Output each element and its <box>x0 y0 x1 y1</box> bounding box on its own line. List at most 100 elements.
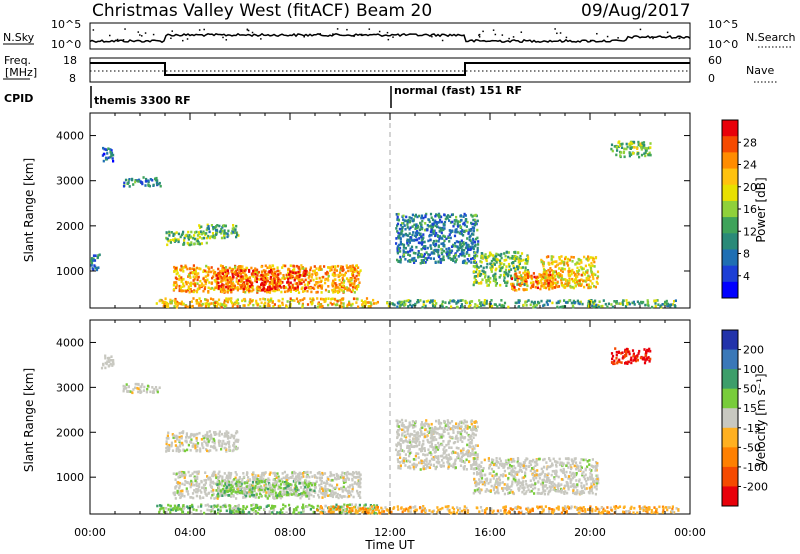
scatter-cell <box>101 154 104 157</box>
scatter-cell <box>489 280 492 284</box>
scatter-cell <box>276 472 279 475</box>
scatter-cell <box>639 142 642 146</box>
scatter-cell <box>208 476 211 480</box>
scatter-cell <box>286 493 289 497</box>
scatter-cell <box>288 286 291 289</box>
scatter-cell <box>248 495 251 498</box>
scatter-cell <box>514 272 517 276</box>
scatter-cell <box>429 257 432 260</box>
scatter-cell <box>396 258 399 262</box>
scatter-cell <box>227 272 230 275</box>
scatter-cell <box>182 242 186 246</box>
scatter-cell <box>191 505 194 509</box>
scatter-cell <box>319 280 322 283</box>
scatter-cell <box>542 264 545 268</box>
scatter-cell <box>136 386 139 390</box>
scatter-cell <box>335 303 339 306</box>
scatter-cell <box>292 264 295 268</box>
scatter-cell <box>540 281 543 285</box>
scatter-cell <box>213 236 216 240</box>
scatter-cell <box>354 268 357 271</box>
scatter-cell <box>284 504 287 508</box>
scatter-cell <box>434 214 437 218</box>
scatter-cell <box>299 477 302 481</box>
scatter-cell <box>342 505 345 509</box>
scatter-cell <box>273 267 276 271</box>
scatter-cell <box>151 178 154 182</box>
scatter-cell <box>463 254 466 258</box>
scatter-cell <box>555 263 559 267</box>
scatter-cell <box>308 281 311 284</box>
scatter-cell <box>298 269 301 273</box>
scatter-cell <box>646 299 649 302</box>
scatter-cell <box>248 268 251 272</box>
colorbar-swatch <box>722 249 738 267</box>
scatter-cell <box>561 267 564 270</box>
scatter-cell <box>218 444 221 447</box>
scatter-cell <box>300 287 303 291</box>
scatter-cell <box>196 432 199 436</box>
y-tick-label: 1000 <box>56 265 84 278</box>
scatter-cell <box>250 507 253 511</box>
scatter-cell <box>277 280 280 283</box>
scatter-cell <box>462 260 465 264</box>
scatter-cell <box>126 182 130 185</box>
scatter-cell <box>238 476 241 479</box>
scatter-cell <box>268 510 271 513</box>
scatter-cell <box>245 279 248 282</box>
scatter-cell <box>203 231 206 235</box>
scatter-cell <box>319 267 322 271</box>
scatter-cell <box>404 227 407 231</box>
scatter-cell <box>297 265 300 269</box>
scatter-cell <box>449 215 452 218</box>
nsky-dot <box>378 30 381 33</box>
scatter-cell <box>357 494 360 498</box>
scatter-cell <box>112 360 115 364</box>
scatter-cell <box>490 265 494 268</box>
nsky-dot <box>303 36 305 38</box>
nsky-dot <box>678 37 681 39</box>
scatter-cell <box>516 276 519 280</box>
scatter-cell <box>142 389 146 392</box>
scatter-cell <box>239 277 242 280</box>
scatter-cell <box>180 436 183 440</box>
scatter-cell <box>223 301 226 304</box>
scatter-cell <box>167 239 170 243</box>
scatter-cell <box>299 496 302 500</box>
scatter-cell <box>474 265 477 269</box>
scatter-cell <box>240 272 243 275</box>
scatter-cell <box>190 235 193 239</box>
scatter-cell <box>249 479 252 482</box>
scatter-cell <box>294 472 297 475</box>
scatter-cell <box>347 489 351 493</box>
scatter-cell <box>316 285 319 289</box>
scatter-cell <box>633 506 636 510</box>
scatter-cell <box>363 504 366 507</box>
scatter-cell <box>257 287 260 290</box>
scatter-cell <box>644 303 647 307</box>
scatter-cell <box>576 299 579 303</box>
scatter-cell <box>497 511 500 515</box>
scatter-cell <box>502 506 505 509</box>
scatter-cell <box>303 283 307 287</box>
scatter-cell <box>568 267 571 270</box>
scatter-cell <box>624 305 628 308</box>
scatter-cell <box>207 449 210 453</box>
scatter-cell <box>625 510 628 513</box>
scatter-cell <box>234 471 237 474</box>
scatter-cell <box>527 270 530 274</box>
scatter-cell <box>303 269 306 273</box>
scatter-cell <box>242 283 245 286</box>
scatter-cell <box>187 443 190 447</box>
freq-label: Freq. <box>4 54 31 67</box>
scatter-cell <box>191 481 194 484</box>
scatter-cell <box>173 269 176 273</box>
scatter-cell <box>530 300 533 304</box>
scatter-cell <box>104 354 107 358</box>
nave-tick-top: 60 <box>708 54 722 67</box>
scatter-cell <box>294 475 298 479</box>
scatter-cell <box>173 237 177 241</box>
scatter-cell <box>106 152 109 155</box>
scatter-cell <box>104 148 107 151</box>
scatter-cell <box>175 434 178 438</box>
